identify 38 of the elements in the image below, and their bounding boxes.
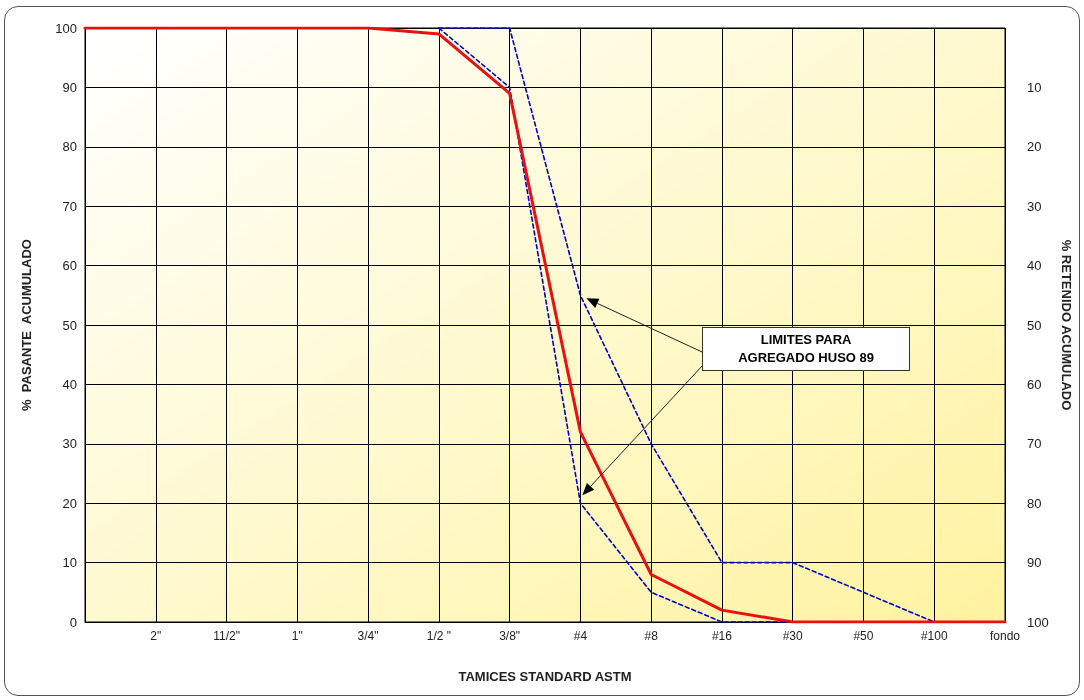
y-tick-label: 70 [62, 198, 77, 214]
y-tick-label: 90 [62, 79, 77, 95]
y-tick-label: 20 [62, 495, 77, 511]
y-tick-label: 100 [55, 20, 77, 36]
x-tick-label: #4 [573, 629, 588, 643]
x-tick-label: #100 [920, 629, 948, 643]
y2-tick-label: 100 [1027, 614, 1049, 630]
y2-tick-label: 80 [1027, 495, 1042, 511]
callout-box: LIMITES PARA AGREGADO HUSO 89 [702, 327, 911, 371]
y2-tick-label: 50 [1027, 317, 1042, 333]
y-tick-label: 50 [62, 317, 77, 333]
x-tick-label: 3/8" [499, 629, 521, 643]
x-tick-label: #30 [782, 629, 804, 643]
x-tick-label: 11/2" [213, 629, 240, 643]
y-tick-label: 60 [62, 258, 77, 274]
y2-tick-label: 30 [1027, 198, 1042, 214]
y2-tick-label: 10 [1027, 79, 1042, 95]
x-tick-label: #16 [711, 629, 733, 643]
x-tick-label: 1" [291, 629, 303, 643]
x-tick-label: 2" [150, 629, 162, 643]
x-tick-label: fondo [989, 629, 1021, 643]
x-tick-label: 3/4" [357, 629, 379, 643]
y2-tick-label: 70 [1027, 436, 1042, 452]
y-tick-label: 40 [62, 376, 77, 392]
y-tick-label: 10 [62, 555, 77, 571]
y2-tick-label: 90 [1027, 555, 1042, 571]
y2-tick-label: 40 [1027, 258, 1042, 274]
y-tick-label: 80 [62, 139, 77, 155]
x-axis-title: TAMICES STANDARD ASTM [458, 669, 632, 684]
x-tick-label: #50 [853, 629, 874, 643]
y-tick-label: 0 [69, 614, 77, 630]
x-tick-label: 1/2 " [426, 629, 451, 643]
y2-axis-title: % RETENIDO ACUMULADO [1058, 239, 1074, 411]
y-tick-label: 30 [62, 436, 77, 452]
y-axis-title: % PASANTE ACUMULADO [19, 239, 34, 411]
y2-tick-label: 60 [1027, 376, 1042, 392]
x-tick-label: #8 [644, 629, 659, 643]
y2-tick-label: 20 [1027, 139, 1042, 155]
